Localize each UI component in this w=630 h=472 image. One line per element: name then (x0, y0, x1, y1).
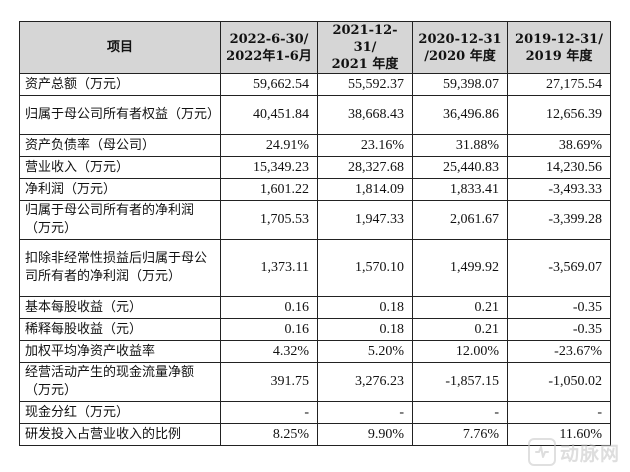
cell-value: - (507, 401, 611, 424)
cell-value: 0.18 (317, 318, 413, 341)
header-period-2020: 2020-12-31 /2020 年度 (412, 21, 508, 74)
cell-value: 1,499.92 (412, 239, 508, 297)
cell-value: 14,230.56 (507, 156, 611, 179)
cell-value: 38,668.43 (317, 95, 413, 135)
cell-value: 1,570.10 (317, 239, 413, 297)
header-period-2021-span: 2021 年度 (331, 57, 399, 72)
cell-value: -0.35 (507, 318, 611, 341)
table-row-diluted-eps: 稀释每股收益（元） 0.16 0.18 0.21 -0.35 (19, 318, 611, 341)
cell-value: 59,662.54 (220, 73, 318, 96)
cell-value: 0.18 (317, 296, 413, 319)
table-header: 项目 2022-6-30/ 2022年1-6月 2021-12-31/ 2021… (19, 21, 611, 74)
row-label: 营业收入（万元） (19, 156, 221, 179)
row-label: 净利润（万元） (19, 178, 221, 201)
cell-value: 36,496.86 (412, 95, 508, 135)
cell-value: 40,451.84 (220, 95, 318, 135)
table-row-parent-net-profit: 归属于母公司所有者的净利润（万元） 1,705.53 1,947.33 2,06… (19, 200, 611, 240)
cell-value: 25,440.83 (412, 156, 508, 179)
dongmai-logo-icon (527, 438, 556, 466)
cell-value: 27,175.54 (507, 73, 611, 96)
row-label: 现金分红（万元） (19, 401, 221, 424)
cell-value: 7.76% (412, 423, 508, 446)
cell-value: 23.16% (317, 134, 413, 157)
row-label: 归属于母公司所有者的净利润（万元） (19, 200, 221, 240)
header-period-2022h1-date: 2022-6-30/ (229, 31, 309, 47)
row-label: 加权平均净资产收益率 (19, 340, 221, 363)
table-row-revenue: 营业收入（万元） 15,349.23 28,327.68 25,440.83 1… (19, 156, 611, 179)
header-period-2019-date: 2019-12-31/ (515, 31, 603, 47)
cell-value: 24.91% (220, 134, 318, 157)
cell-value: 8.25% (220, 423, 318, 446)
cell-value: 1,947.33 (317, 200, 413, 240)
cell-value: - (317, 401, 413, 424)
table-body: 资产总额（万元） 59,662.54 55,592.37 59,398.07 2… (19, 73, 611, 446)
header-row: 项目 2022-6-30/ 2022年1-6月 2021-12-31/ 2021… (19, 21, 611, 74)
row-label: 资产总额（万元） (19, 73, 221, 96)
header-period-2022h1-span: 2022年1-6月 (226, 48, 312, 64)
cell-value: 2,061.67 (412, 200, 508, 240)
cell-value: 3,276.23 (317, 362, 413, 402)
cell-value: - (220, 401, 318, 424)
row-label: 稀释每股收益（元） (19, 318, 221, 341)
table-row-total-assets: 资产总额（万元） 59,662.54 55,592.37 59,398.07 2… (19, 73, 611, 96)
cell-value: - (412, 401, 508, 424)
watermark-text: 动脉网 (559, 442, 620, 465)
cell-value: 0.16 (220, 296, 318, 319)
header-period-2022h1: 2022-6-30/ 2022年1-6月 (220, 21, 318, 74)
cell-value: 0.21 (412, 318, 508, 341)
cell-value: 28,327.68 (317, 156, 413, 179)
cell-value: 1,601.22 (220, 178, 318, 201)
header-period-2019: 2019-12-31/ 2019 年度 (507, 21, 611, 74)
row-label: 归属于母公司所有者权益（万元） (19, 95, 221, 135)
table-row-rd-ratio: 研发投入占营业收入的比例 8.25% 9.90% 7.76% 11.60% (19, 423, 611, 446)
table-row-net-profit: 净利润（万元） 1,601.22 1,814.09 1,833.41 -3,49… (19, 178, 611, 201)
cell-value: 9.90% (317, 423, 413, 446)
cell-value: 12,656.39 (507, 95, 611, 135)
row-label: 资产负债率（母公司） (19, 134, 221, 157)
cell-value: -3,493.33 (507, 178, 611, 201)
cell-value: -3,569.07 (507, 239, 611, 297)
cell-value: 1,373.11 (220, 239, 318, 297)
cell-value: 38.69% (507, 134, 611, 157)
financial-indicators-table: 项目 2022-6-30/ 2022年1-6月 2021-12-31/ 2021… (19, 21, 611, 446)
cell-value: -23.67% (507, 340, 611, 363)
table-row-weighted-roe: 加权平均净资产收益率 4.32% 5.20% 12.00% -23.67% (19, 340, 611, 363)
cell-value: 12.00% (412, 340, 508, 363)
row-label: 基本每股收益（元） (19, 296, 221, 319)
cell-value: 4.32% (220, 340, 318, 363)
cell-value: 0.21 (412, 296, 508, 319)
watermark: 动脉网 (527, 438, 620, 466)
row-label: 研发投入占营业收入的比例 (19, 423, 221, 446)
header-period-2019-span: 2019 年度 (525, 48, 593, 64)
header-item: 项目 (19, 21, 221, 74)
cell-value: 1,814.09 (317, 178, 413, 201)
cell-value: 1,833.41 (412, 178, 508, 201)
table-row-operating-cash-flow: 经营活动产生的现金流量净额（万元） 391.75 3,276.23 -1,857… (19, 362, 611, 402)
cell-value: 31.88% (412, 134, 508, 157)
cell-value: 1,705.53 (220, 200, 318, 240)
header-period-2021-date: 2021-12-31/ (332, 23, 398, 55)
cell-value: -3,399.28 (507, 200, 611, 240)
row-label: 经营活动产生的现金流量净额（万元） (19, 362, 221, 402)
financial-table-container: 项目 2022-6-30/ 2022年1-6月 2021-12-31/ 2021… (19, 21, 611, 446)
cell-value: 55,592.37 (317, 73, 413, 96)
header-period-2020-span: /2020 年度 (424, 48, 496, 64)
row-label: 扣除非经常性损益后归属于母公司所有者的净利润（万元） (19, 239, 221, 297)
cell-value: -1,857.15 (412, 362, 508, 402)
cell-value: -1,050.02 (507, 362, 611, 402)
header-item-label: 项目 (106, 40, 133, 55)
table-row-parent-equity: 归属于母公司所有者权益（万元） 40,451.84 38,668.43 36,4… (19, 95, 611, 135)
cell-value: 15,349.23 (220, 156, 318, 179)
cell-value: 5.20% (317, 340, 413, 363)
table-row-basic-eps: 基本每股收益（元） 0.16 0.18 0.21 -0.35 (19, 296, 611, 319)
table-row-adjusted-net-profit: 扣除非经常性损益后归属于母公司所有者的净利润（万元） 1,373.11 1,57… (19, 239, 611, 297)
header-period-2021: 2021-12-31/ 2021 年度 (317, 21, 413, 74)
cell-value: 391.75 (220, 362, 318, 402)
cell-value: 0.16 (220, 318, 318, 341)
cell-value: -0.35 (507, 296, 611, 319)
header-period-2020-date: 2020-12-31 (418, 31, 502, 47)
cell-value: 59,398.07 (412, 73, 508, 96)
table-row-cash-dividend: 现金分红（万元） - - - - (19, 401, 611, 424)
table-row-debt-ratio: 资产负债率（母公司） 24.91% 23.16% 31.88% 38.69% (19, 134, 611, 157)
